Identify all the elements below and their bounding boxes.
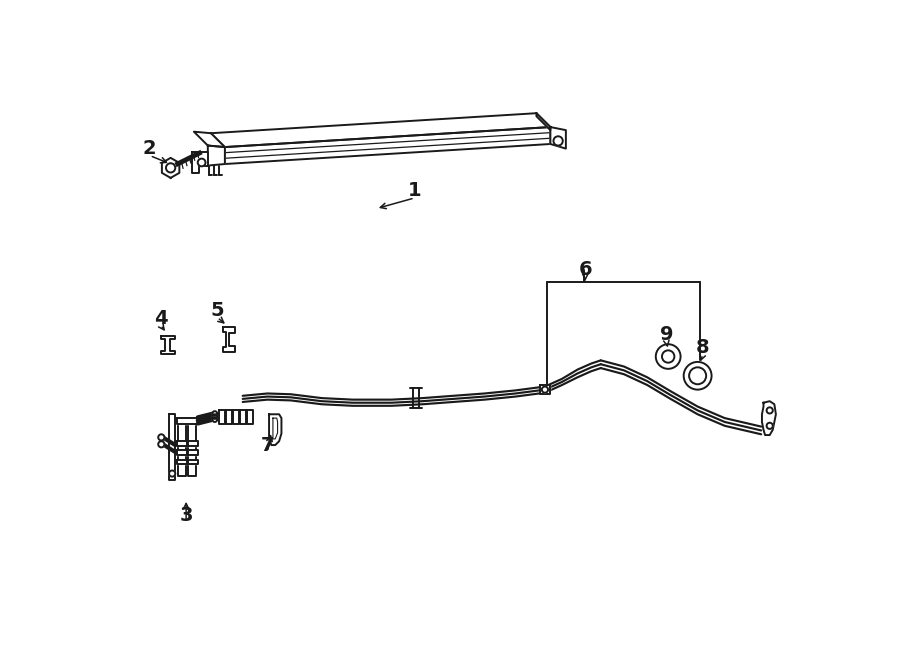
Circle shape xyxy=(158,442,165,447)
Polygon shape xyxy=(162,158,179,178)
Polygon shape xyxy=(178,422,186,476)
Polygon shape xyxy=(176,442,188,446)
Circle shape xyxy=(212,414,217,419)
Polygon shape xyxy=(225,127,551,164)
Text: 6: 6 xyxy=(579,260,592,279)
Polygon shape xyxy=(194,132,225,147)
Polygon shape xyxy=(222,327,235,352)
Circle shape xyxy=(689,368,706,384)
Text: 3: 3 xyxy=(179,506,193,525)
Text: 8: 8 xyxy=(697,338,710,357)
Polygon shape xyxy=(193,152,208,173)
Polygon shape xyxy=(176,418,198,424)
Circle shape xyxy=(169,471,176,477)
Text: 2: 2 xyxy=(143,139,157,158)
Circle shape xyxy=(767,407,773,414)
Polygon shape xyxy=(273,418,277,439)
Polygon shape xyxy=(248,410,253,424)
Polygon shape xyxy=(169,414,176,480)
Circle shape xyxy=(767,423,773,429)
Polygon shape xyxy=(176,450,188,455)
Text: 4: 4 xyxy=(154,309,167,327)
Polygon shape xyxy=(208,145,225,165)
Circle shape xyxy=(198,159,205,167)
Circle shape xyxy=(684,362,712,389)
Circle shape xyxy=(212,417,217,422)
Circle shape xyxy=(212,411,217,416)
Circle shape xyxy=(662,350,674,363)
Circle shape xyxy=(166,163,176,173)
Polygon shape xyxy=(187,450,198,455)
Circle shape xyxy=(158,434,165,440)
Polygon shape xyxy=(540,385,550,394)
Polygon shape xyxy=(240,410,246,424)
Polygon shape xyxy=(227,410,232,424)
Polygon shape xyxy=(160,336,175,354)
Circle shape xyxy=(656,344,680,369)
Polygon shape xyxy=(551,127,566,149)
Circle shape xyxy=(554,136,562,145)
Polygon shape xyxy=(176,459,188,464)
Polygon shape xyxy=(269,414,282,445)
Polygon shape xyxy=(187,442,198,446)
Text: 1: 1 xyxy=(408,182,421,200)
Polygon shape xyxy=(188,422,196,476)
Polygon shape xyxy=(187,459,198,464)
Polygon shape xyxy=(211,113,551,147)
Circle shape xyxy=(542,387,548,393)
Text: 9: 9 xyxy=(660,325,673,344)
Polygon shape xyxy=(536,113,551,130)
Text: 7: 7 xyxy=(261,436,274,455)
Polygon shape xyxy=(220,410,225,424)
Polygon shape xyxy=(233,410,238,424)
Text: 5: 5 xyxy=(211,301,224,320)
Polygon shape xyxy=(762,401,776,435)
